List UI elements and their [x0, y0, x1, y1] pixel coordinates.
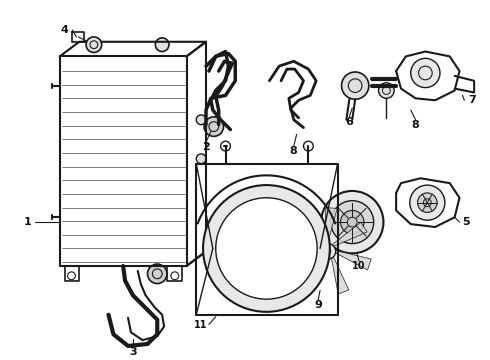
Polygon shape [329, 222, 367, 248]
Circle shape [155, 38, 169, 51]
Text: 10: 10 [352, 261, 366, 271]
Text: 8: 8 [412, 120, 419, 130]
Polygon shape [332, 250, 371, 270]
Circle shape [379, 83, 394, 98]
Circle shape [321, 191, 384, 253]
Circle shape [147, 264, 167, 284]
Polygon shape [331, 254, 349, 294]
Circle shape [196, 154, 206, 164]
Circle shape [342, 72, 369, 99]
Circle shape [204, 117, 223, 136]
Circle shape [86, 37, 102, 53]
Text: 5: 5 [463, 217, 470, 227]
Polygon shape [292, 217, 323, 251]
Circle shape [320, 244, 336, 259]
Circle shape [341, 211, 364, 234]
Circle shape [411, 58, 440, 87]
Text: 11: 11 [195, 320, 208, 329]
Polygon shape [301, 256, 328, 292]
Text: 6: 6 [345, 117, 353, 127]
Text: 3: 3 [129, 347, 137, 357]
Circle shape [203, 185, 330, 312]
Text: 8: 8 [290, 146, 297, 156]
Text: 9: 9 [314, 300, 322, 310]
Text: 7: 7 [468, 95, 476, 105]
Text: 2: 2 [202, 142, 210, 152]
Circle shape [417, 193, 437, 212]
Circle shape [196, 115, 206, 125]
Polygon shape [325, 208, 337, 247]
Circle shape [331, 201, 374, 244]
Circle shape [410, 185, 445, 220]
Text: 1: 1 [24, 217, 31, 227]
Circle shape [216, 198, 317, 299]
Polygon shape [284, 252, 324, 263]
Text: 4: 4 [61, 25, 69, 35]
